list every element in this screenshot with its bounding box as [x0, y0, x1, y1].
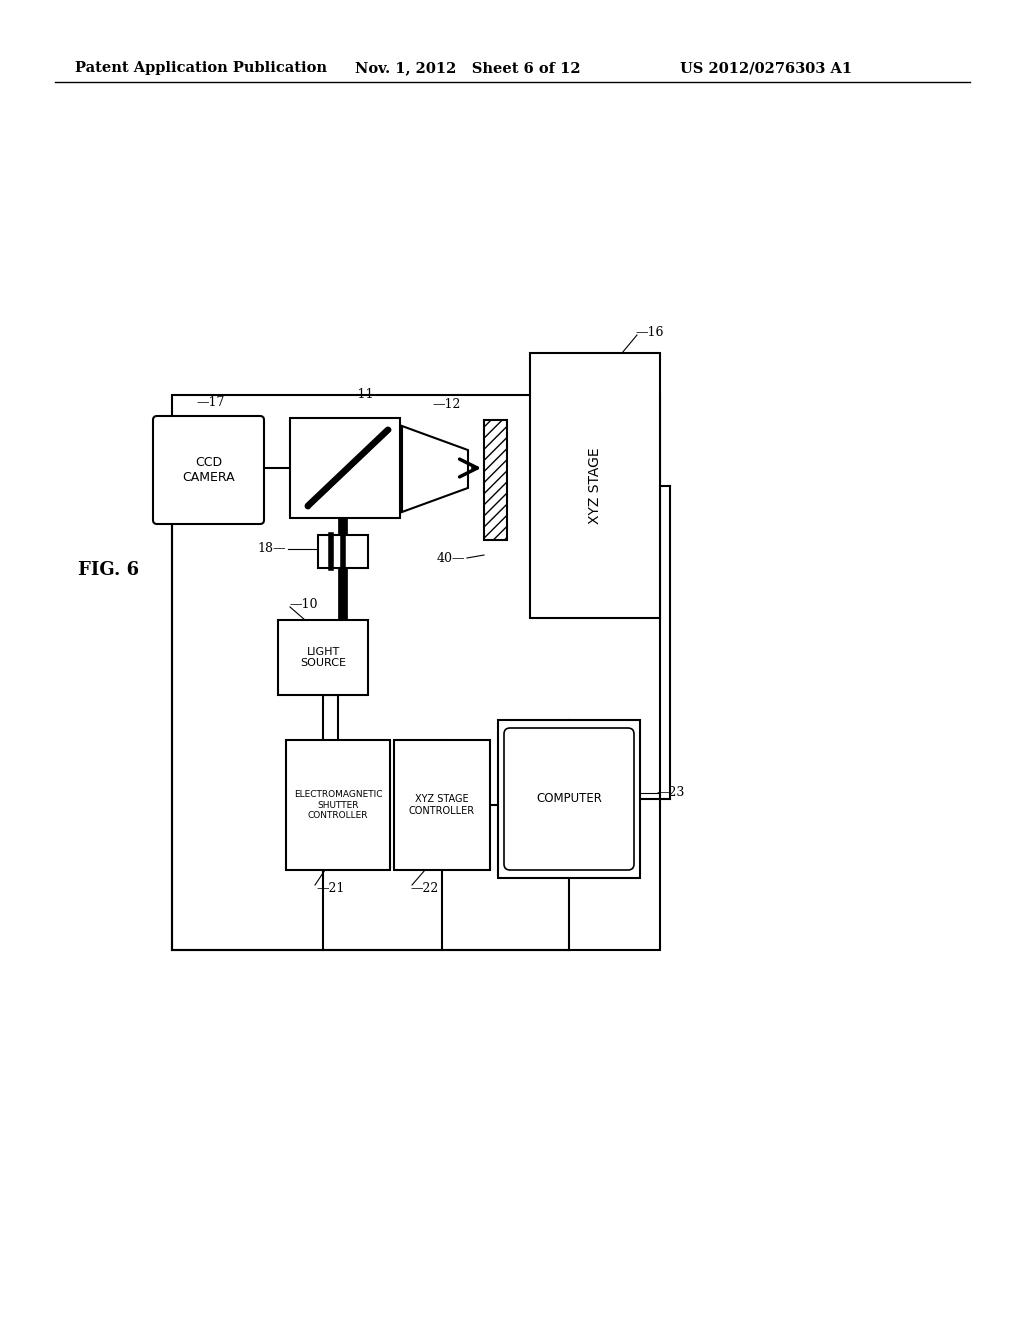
Bar: [498, 719, 640, 878]
Text: —17: —17: [196, 396, 224, 409]
Text: FIG. 6: FIG. 6: [78, 561, 139, 579]
Text: —22: —22: [410, 882, 438, 895]
Text: XYZ STAGE
CONTROLLER: XYZ STAGE CONTROLLER: [409, 795, 475, 816]
Text: —10: —10: [289, 598, 317, 611]
Bar: [318, 535, 368, 568]
Text: 40—: 40—: [436, 552, 465, 565]
FancyBboxPatch shape: [153, 416, 264, 524]
Text: Patent Application Publication: Patent Application Publication: [75, 61, 327, 75]
Text: LIGHT
SOURCE: LIGHT SOURCE: [300, 647, 346, 668]
Text: 18—: 18—: [257, 543, 286, 556]
Text: —21: —21: [316, 882, 344, 895]
FancyBboxPatch shape: [504, 729, 634, 870]
Text: ELECTROMAGNETIC
SHUTTER
CONTROLLER: ELECTROMAGNETIC SHUTTER CONTROLLER: [294, 791, 382, 820]
Bar: [484, 420, 507, 540]
Bar: [530, 352, 660, 618]
Bar: [172, 395, 660, 950]
Bar: [290, 418, 400, 517]
Text: —23: —23: [656, 787, 684, 800]
Bar: [286, 741, 390, 870]
Text: XYZ STAGE: XYZ STAGE: [588, 447, 602, 524]
Bar: [394, 741, 490, 870]
Text: —11: —11: [345, 388, 374, 401]
Text: CCD
CAMERA: CCD CAMERA: [182, 455, 234, 484]
Text: —12: —12: [432, 399, 461, 412]
Bar: [278, 620, 368, 696]
Text: Nov. 1, 2012   Sheet 6 of 12: Nov. 1, 2012 Sheet 6 of 12: [355, 61, 581, 75]
Polygon shape: [402, 426, 468, 512]
Text: —16: —16: [635, 326, 664, 338]
Text: COMPUTER: COMPUTER: [536, 792, 602, 805]
Text: US 2012/0276303 A1: US 2012/0276303 A1: [680, 61, 852, 75]
